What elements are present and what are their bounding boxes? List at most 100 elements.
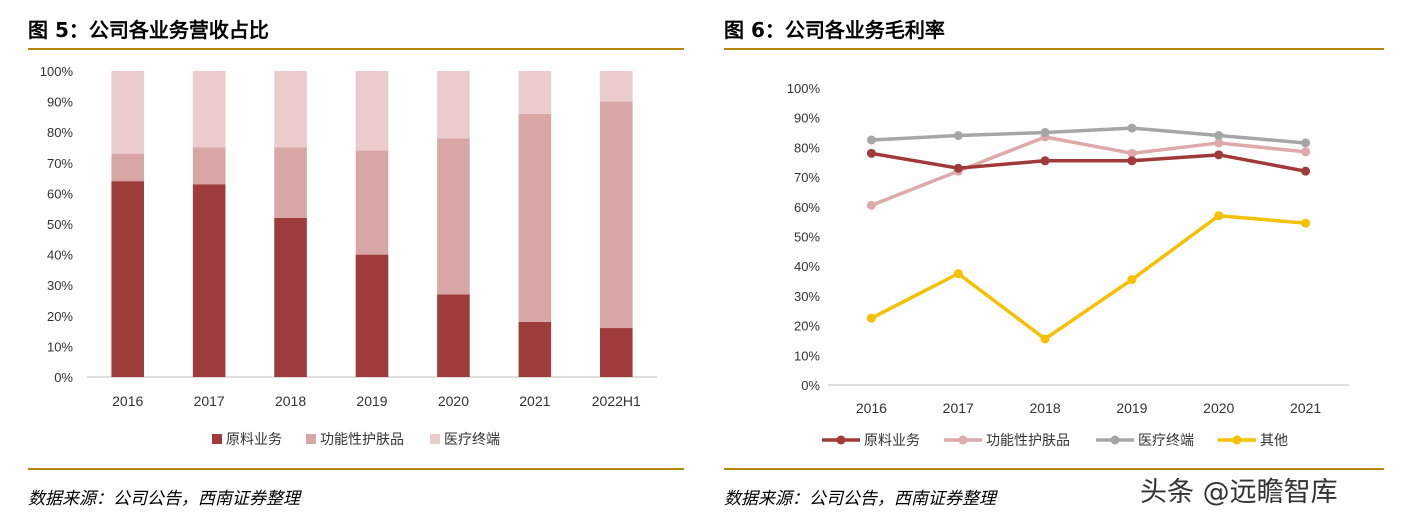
data-point (866, 135, 876, 145)
legend-marker (1110, 435, 1120, 445)
bar-segment (437, 294, 470, 377)
data-point (1214, 150, 1224, 160)
bar-segment (355, 71, 389, 151)
bar-segment (518, 71, 552, 114)
y-tick-label: 50% (47, 217, 73, 232)
series-line (870, 135, 1306, 207)
y-tick-label: 10% (794, 348, 820, 363)
data-point (1127, 148, 1137, 158)
data-point (866, 200, 876, 210)
x-tick-label: 2021 (519, 393, 550, 409)
y-tick-label: 0% (801, 378, 820, 393)
bar-segment (111, 71, 144, 154)
data-point (1040, 128, 1050, 138)
y-tick-label: 20% (47, 309, 73, 324)
bar-segment (274, 217, 307, 377)
bar-segment (518, 113, 552, 322)
x-tick-label: 2021 (1290, 400, 1321, 416)
y-tick-label: 30% (47, 278, 73, 293)
legend-swatch (306, 434, 316, 444)
legend-marker (836, 435, 846, 445)
legend-marker (1232, 435, 1242, 445)
data-point (1214, 131, 1224, 141)
bar-segment (518, 321, 552, 377)
x-tick-label: 2019 (1116, 400, 1147, 416)
data-point (1301, 218, 1311, 228)
y-tick-label: 40% (794, 259, 820, 274)
data-point (866, 313, 876, 323)
bar-segment (192, 184, 226, 377)
bar-segment (437, 138, 470, 295)
y-tick-label: 80% (47, 125, 73, 140)
y-tick-label: 60% (47, 186, 73, 201)
y-tick-label: 70% (47, 156, 73, 171)
revenue-share-bar-chart: 0% 10% 20% 30% 40% 50% 60% 70% 80% 90% 100% 2016 201… (40, 64, 657, 447)
bar-segment (274, 71, 307, 148)
legend-swatch (212, 434, 222, 444)
legend-label: 功能性护肤品 (320, 431, 404, 447)
data-point (953, 163, 963, 173)
y-tick-label: 100% (787, 81, 821, 96)
bar-segment (111, 153, 144, 182)
x-tick-label: 2018 (1030, 400, 1061, 416)
legend-marker (958, 435, 968, 445)
series-line (871, 126, 1306, 145)
gross-margin-line-chart: 0% 10% 20% 30% 40% 50% 60% 70% 80% 90% 100% 2016 201… (787, 81, 1349, 448)
legend-label: 原料业务 (864, 432, 920, 448)
bar-segment (355, 254, 389, 377)
right-source-note: 数据来源：公司公告，西南证券整理 (724, 489, 996, 509)
legend-label: 其他 (1260, 432, 1288, 448)
watermark: 头条 @远瞻智库 (1140, 477, 1338, 508)
y-tick-label: 30% (794, 289, 820, 304)
y-tick-label: 0% (54, 370, 73, 385)
y-tick-label: 10% (47, 339, 73, 354)
y-tick-label: 20% (794, 319, 820, 334)
data-point (1040, 334, 1050, 344)
bar-segment (192, 147, 226, 185)
y-tick-label: 40% (47, 248, 73, 263)
x-tick-label: 2019 (356, 393, 387, 409)
left-chart-title: 图 5：公司各业务营收占比 (28, 18, 269, 42)
bar-segment (600, 71, 633, 102)
data-point (1301, 166, 1311, 176)
x-tick-label: 2020 (1203, 400, 1234, 416)
data-point (1301, 138, 1311, 148)
x-tick-label: 2018 (275, 393, 306, 409)
left-source-rule (28, 468, 684, 470)
bar-segment (600, 101, 633, 329)
bar-segment (355, 150, 389, 255)
y-tick-label: 90% (47, 95, 73, 110)
bar-segment (111, 181, 144, 377)
data-point (1214, 138, 1224, 148)
data-point (1127, 123, 1137, 133)
data-point (1301, 147, 1311, 157)
x-tick-label: 2016 (856, 400, 887, 416)
y-tick-label: 60% (794, 200, 820, 215)
bar-segment (600, 328, 633, 377)
bar-segment (274, 147, 307, 218)
right-title-rule (724, 48, 1384, 50)
left-title-rule (28, 48, 684, 50)
x-tick-label: 2016 (112, 393, 143, 409)
series-line (871, 151, 1306, 173)
series-line (870, 213, 1306, 341)
data-point (953, 131, 963, 141)
data-point (1127, 156, 1137, 166)
y-tick-label: 80% (794, 140, 820, 155)
x-tick-label: 2020 (438, 393, 469, 409)
y-tick-label: 50% (794, 230, 820, 245)
data-point (1127, 275, 1137, 285)
legend-label: 功能性护肤品 (986, 432, 1070, 448)
y-tick-label: 100% (40, 64, 74, 79)
x-tick-label: 2017 (194, 393, 225, 409)
x-tick-label: 2017 (943, 400, 974, 416)
y-tick-label: 70% (794, 170, 820, 185)
x-tick-label: 2022H1 (592, 393, 641, 409)
bar-segment (192, 71, 226, 148)
right-source-rule (724, 468, 1384, 470)
data-point (1040, 156, 1050, 166)
data-point (1214, 211, 1224, 221)
y-tick-label: 90% (794, 111, 820, 126)
data-point (866, 148, 876, 158)
left-source-note: 数据来源：公司公告，西南证券整理 (28, 489, 300, 509)
